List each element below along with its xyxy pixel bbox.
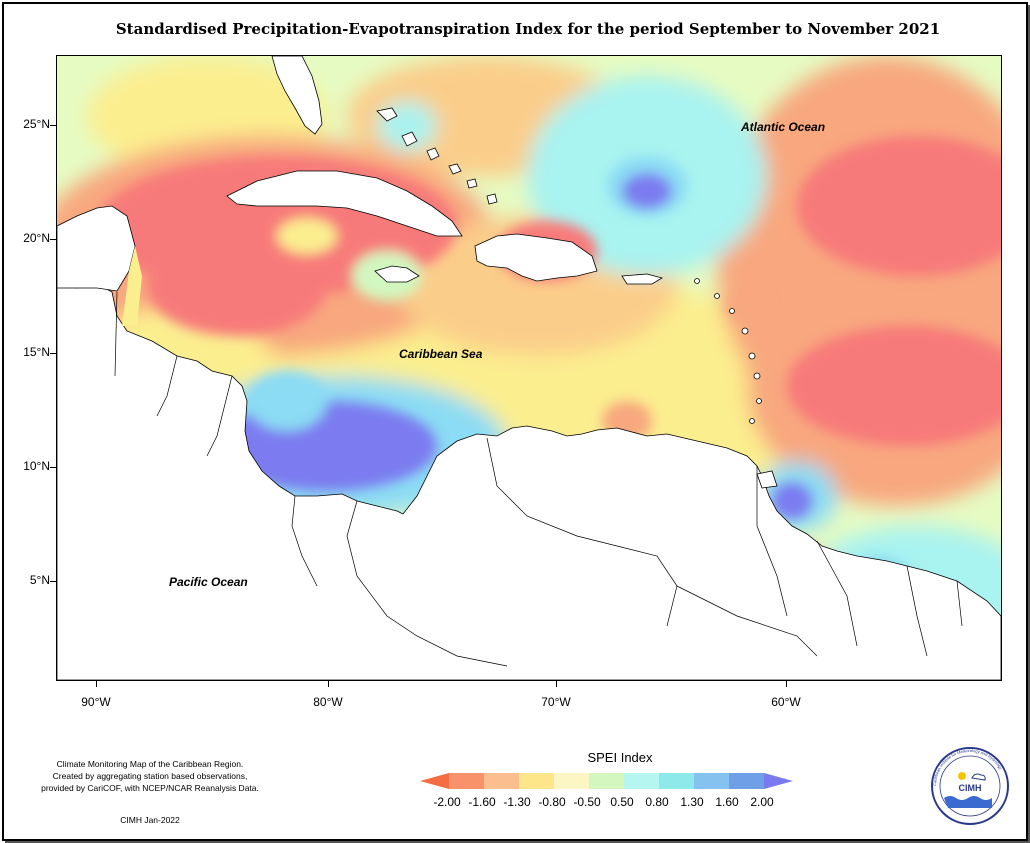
- x-tick-label: 90°W: [81, 695, 111, 709]
- legend-arrow-low: [420, 773, 449, 789]
- legend-title: SPEI Index: [587, 750, 653, 765]
- legend-cell: [659, 773, 694, 789]
- sun-icon: [958, 772, 966, 780]
- legend-cell: [519, 773, 554, 789]
- legend-colorbar: [420, 773, 793, 789]
- logo-text: CIMH: [959, 783, 982, 793]
- spei-field: [57, 56, 1001, 680]
- land: [57, 56, 1001, 680]
- legend-label: -0.80: [538, 795, 566, 809]
- x-tick-mark: [328, 681, 329, 687]
- pacific-ocean-label: Pacific Ocean: [169, 575, 248, 589]
- y-tick-mark: [50, 581, 56, 582]
- spei-map: Atlantic Ocean Caribbean Sea Pacific Oce…: [56, 55, 1002, 681]
- x-tick-label: 60°W: [771, 695, 801, 709]
- y-tick-label: 5°N: [29, 573, 50, 587]
- legend-label: -1.60: [468, 795, 496, 809]
- y-tick-mark: [50, 239, 56, 240]
- legend-label: 1.60: [715, 795, 739, 809]
- map-title: Standardised Precipitation-Evapotranspir…: [115, 20, 941, 38]
- x-tick-mark: [786, 681, 787, 687]
- legend-cell: [694, 773, 729, 789]
- legend-label: -1.30: [503, 795, 531, 809]
- legend-label: 0.50: [610, 795, 634, 809]
- credits-date: CIMH Jan-2022: [120, 815, 180, 825]
- legend-label: -2.00: [433, 795, 461, 809]
- legend-cell: [589, 773, 624, 789]
- caribbean-sea-label: Caribbean Sea: [399, 347, 483, 361]
- legend-cell: [624, 773, 659, 789]
- legend-arrow-high: [764, 773, 793, 789]
- legend-label: 1.30: [680, 795, 704, 809]
- cloud-icon: [971, 773, 986, 781]
- x-tick-label: 80°W: [313, 695, 343, 709]
- credits-line: Created by aggregating station based obs…: [52, 771, 248, 781]
- x-tick-mark: [96, 681, 97, 687]
- legend-cell: [449, 773, 484, 789]
- y-tick-label: 25°N: [23, 117, 50, 131]
- y-tick-mark: [50, 467, 56, 468]
- atlantic-ocean-label: Atlantic Ocean: [741, 120, 826, 134]
- y-tick-label: 10°N: [23, 459, 50, 473]
- legend-label: -0.50: [573, 795, 601, 809]
- y-tick-label: 15°N: [23, 345, 50, 359]
- y-tick-mark: [50, 125, 56, 126]
- credits-line: provided by CariCOF, with NCEP/NCAR Rean…: [41, 783, 259, 793]
- waves-icon: [944, 796, 992, 808]
- credits-line: Climate Monitoring Map of the Caribbean …: [56, 759, 244, 769]
- x-tick-label: 70°W: [541, 695, 571, 709]
- x-tick-mark: [556, 681, 557, 687]
- credits-text: Climate Monitoring Map of the Caribbean …: [20, 758, 280, 794]
- cimh-logo: CIMH Caribbean Institute for Meteorology…: [931, 747, 1009, 825]
- legend-cell: [484, 773, 519, 789]
- borders: [114, 291, 963, 667]
- legend-cell: [729, 773, 764, 789]
- legend-label: 0.80: [645, 795, 669, 809]
- y-tick-label: 20°N: [23, 231, 50, 245]
- legend-cell: [554, 773, 589, 789]
- y-tick-mark: [50, 353, 56, 354]
- legend-label: 2.00: [750, 795, 774, 809]
